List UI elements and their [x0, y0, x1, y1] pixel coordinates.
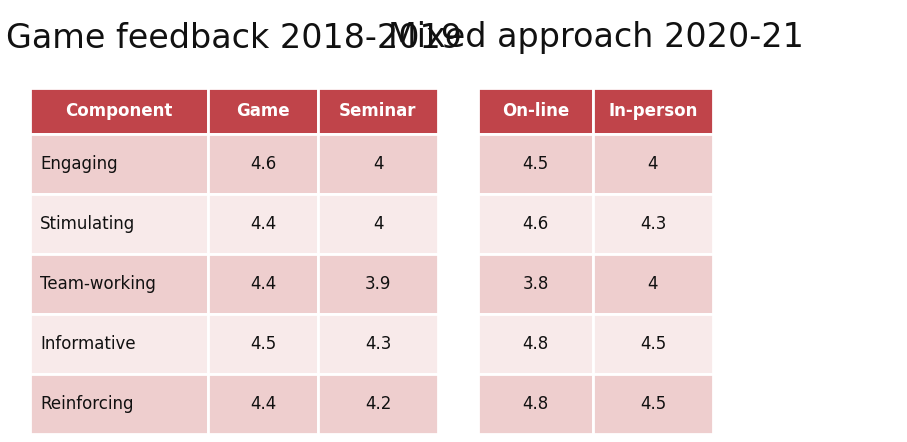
- Text: 4.6: 4.6: [249, 155, 276, 173]
- Bar: [318, 314, 438, 374]
- Bar: [30, 88, 208, 134]
- Bar: [593, 134, 713, 194]
- Text: 4.8: 4.8: [522, 395, 549, 413]
- Text: Informative: Informative: [40, 335, 136, 353]
- Text: 4.4: 4.4: [249, 275, 276, 293]
- Text: On-line: On-line: [502, 102, 569, 120]
- Bar: [593, 314, 713, 374]
- Bar: [208, 254, 318, 314]
- Bar: [478, 134, 593, 194]
- Bar: [593, 194, 713, 254]
- Text: 4: 4: [648, 275, 658, 293]
- Bar: [318, 254, 438, 314]
- Bar: [478, 314, 593, 374]
- Text: 4.5: 4.5: [639, 335, 666, 353]
- Text: 4.5: 4.5: [249, 335, 276, 353]
- Bar: [208, 88, 318, 134]
- Bar: [593, 88, 713, 134]
- Text: 4.4: 4.4: [249, 215, 276, 233]
- Text: Engaging: Engaging: [40, 155, 118, 173]
- Bar: [318, 374, 438, 434]
- Bar: [593, 374, 713, 434]
- Text: 4: 4: [373, 155, 384, 173]
- Bar: [478, 374, 593, 434]
- Text: Game: Game: [236, 102, 290, 120]
- Text: 4.3: 4.3: [639, 215, 666, 233]
- Bar: [30, 194, 208, 254]
- Text: Component: Component: [65, 102, 172, 120]
- Text: 4: 4: [373, 215, 384, 233]
- Bar: [478, 194, 593, 254]
- Bar: [208, 194, 318, 254]
- Bar: [30, 134, 208, 194]
- Text: 4.5: 4.5: [522, 155, 549, 173]
- Bar: [208, 134, 318, 194]
- Bar: [318, 88, 438, 134]
- Text: Stimulating: Stimulating: [40, 215, 135, 233]
- Text: 3.9: 3.9: [365, 275, 391, 293]
- Bar: [318, 134, 438, 194]
- Text: Mixed approach 2020-21: Mixed approach 2020-21: [387, 22, 804, 54]
- Bar: [30, 254, 208, 314]
- Bar: [478, 88, 593, 134]
- Bar: [593, 254, 713, 314]
- Text: In-person: In-person: [609, 102, 697, 120]
- Text: Team-working: Team-working: [40, 275, 156, 293]
- Text: 4.8: 4.8: [522, 335, 549, 353]
- Text: Game feedback 2018-2019: Game feedback 2018-2019: [6, 22, 462, 54]
- Text: 4.2: 4.2: [365, 395, 391, 413]
- Text: 3.8: 3.8: [522, 275, 549, 293]
- Bar: [30, 314, 208, 374]
- Bar: [318, 194, 438, 254]
- Text: 4.3: 4.3: [365, 335, 391, 353]
- Text: Seminar: Seminar: [339, 102, 416, 120]
- Text: 4.5: 4.5: [639, 395, 666, 413]
- Text: 4: 4: [648, 155, 658, 173]
- Text: Reinforcing: Reinforcing: [40, 395, 133, 413]
- Bar: [30, 374, 208, 434]
- Bar: [478, 254, 593, 314]
- Text: 4.4: 4.4: [249, 395, 276, 413]
- Bar: [208, 314, 318, 374]
- Bar: [208, 374, 318, 434]
- Text: 4.6: 4.6: [522, 215, 549, 233]
